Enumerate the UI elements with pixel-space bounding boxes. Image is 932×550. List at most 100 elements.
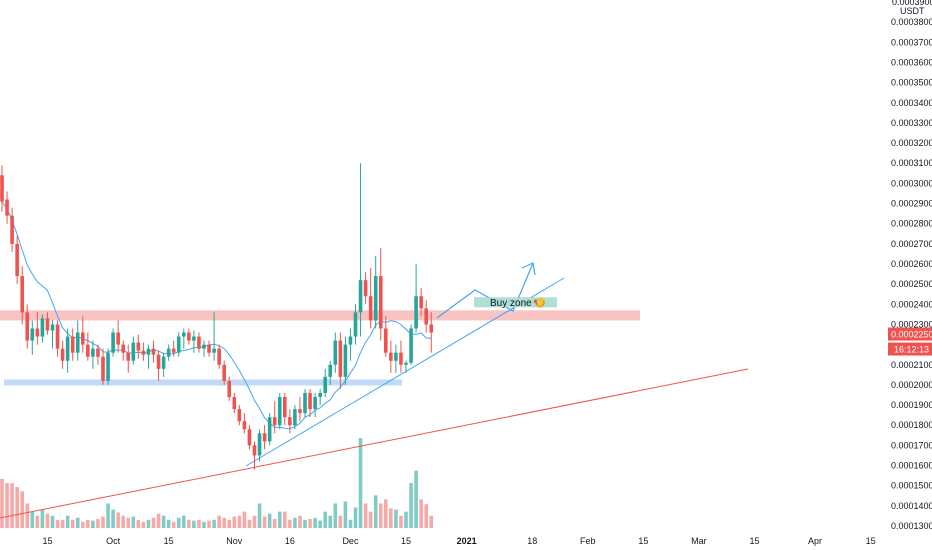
volume-bar bbox=[318, 520, 322, 528]
y-tick-label: 0.0002600 bbox=[891, 259, 932, 269]
candle-body bbox=[101, 356, 105, 381]
volume-bar bbox=[30, 511, 35, 528]
candle-body bbox=[257, 433, 262, 456]
x-tick-label: 16 bbox=[285, 536, 295, 546]
volume-bar bbox=[237, 515, 242, 528]
candle bbox=[50, 320, 55, 349]
volume-bar bbox=[308, 519, 312, 528]
candle-body bbox=[247, 429, 252, 446]
volume-bar bbox=[303, 519, 307, 528]
volume-bar bbox=[60, 519, 65, 528]
candle bbox=[212, 312, 216, 361]
projection-arrowhead-icon bbox=[521, 262, 536, 276]
candle-body bbox=[232, 397, 237, 410]
volume-bar bbox=[161, 515, 166, 528]
y-tick-label: 0.0003500 bbox=[891, 78, 932, 88]
countdown-badge-bg bbox=[888, 342, 932, 356]
y-tick-label: 0.0001300 bbox=[891, 521, 932, 531]
candle bbox=[25, 304, 30, 349]
candle bbox=[323, 368, 327, 398]
long-trendline[interactable] bbox=[0, 368, 749, 519]
candle bbox=[81, 316, 85, 353]
candle bbox=[197, 332, 201, 353]
volume-bar bbox=[202, 521, 206, 528]
candle-body bbox=[303, 392, 307, 414]
candle bbox=[267, 413, 272, 446]
resistance-zone[interactable] bbox=[0, 310, 640, 321]
candle bbox=[45, 312, 50, 335]
candle-body bbox=[50, 324, 55, 331]
candle bbox=[0, 165, 4, 212]
candle bbox=[202, 340, 206, 357]
volume-bar bbox=[298, 515, 302, 528]
candle bbox=[156, 350, 161, 381]
candle bbox=[272, 401, 277, 434]
candle-body bbox=[313, 397, 317, 410]
candle bbox=[338, 332, 343, 389]
candle-body bbox=[192, 336, 196, 341]
candle bbox=[192, 330, 196, 353]
candle bbox=[247, 425, 252, 450]
volume-bar bbox=[126, 517, 131, 528]
volume-bar bbox=[267, 513, 272, 528]
candle-body bbox=[65, 336, 70, 361]
volume-bar bbox=[10, 483, 14, 528]
volume-bar bbox=[323, 511, 327, 528]
volume-bar bbox=[293, 517, 297, 528]
candle bbox=[60, 340, 65, 369]
candle bbox=[75, 320, 80, 361]
x-tick-label: Nov bbox=[226, 536, 243, 546]
candle-body bbox=[202, 344, 206, 349]
volume-bar bbox=[389, 508, 393, 528]
candle-body bbox=[30, 328, 35, 341]
candle bbox=[126, 344, 131, 373]
candle bbox=[363, 272, 368, 305]
volume-bar bbox=[384, 499, 388, 528]
volume-bar bbox=[176, 517, 181, 528]
y-tick-label: 0.0003100 bbox=[891, 158, 932, 168]
candle-body bbox=[333, 340, 338, 365]
volume-bar bbox=[91, 520, 95, 528]
volume-bar bbox=[252, 515, 257, 528]
candle-body bbox=[262, 433, 267, 442]
time-axis[interactable]: 15 Oct 15 Nov 16 Dec 15 2021 18 Feb 15 Mar 15 Apr 15 bbox=[42, 536, 875, 546]
candle bbox=[161, 352, 166, 377]
volume-bar bbox=[404, 511, 408, 528]
volume-bar bbox=[424, 504, 428, 528]
volume-bar bbox=[272, 519, 277, 528]
candle-body bbox=[86, 344, 90, 357]
candle-body bbox=[151, 348, 156, 355]
x-tick-label: 15 bbox=[401, 536, 411, 546]
y-tick-label: 0.0003700 bbox=[891, 37, 932, 47]
candle-body bbox=[363, 280, 368, 297]
candle bbox=[166, 344, 171, 361]
candle bbox=[343, 336, 348, 385]
candle-body bbox=[25, 312, 30, 341]
volume-bar bbox=[333, 503, 338, 528]
volume-bar bbox=[378, 503, 383, 528]
candle-body bbox=[343, 344, 348, 377]
y-tick-label: 0.0003400 bbox=[891, 98, 932, 108]
volume-bar bbox=[232, 516, 237, 528]
candle-body bbox=[197, 336, 201, 349]
candle bbox=[222, 360, 226, 385]
candle-body bbox=[60, 348, 65, 361]
volume-bar bbox=[222, 517, 226, 528]
volume-bar bbox=[45, 513, 50, 528]
support-zone[interactable] bbox=[4, 379, 402, 386]
y-tick-label: 0.0001700 bbox=[891, 440, 932, 450]
buy-zone-annotation[interactable]: Buy zone 🍤 bbox=[474, 297, 557, 309]
y-tick-label: 0.0003600 bbox=[891, 57, 932, 67]
buy-zone-rect[interactable] bbox=[474, 297, 557, 308]
volume-bar bbox=[192, 520, 196, 528]
volume-bar bbox=[288, 519, 292, 528]
volume-bar bbox=[328, 515, 333, 528]
candle bbox=[262, 425, 267, 450]
candle-body bbox=[55, 324, 60, 349]
candle-body bbox=[146, 348, 151, 355]
candle bbox=[252, 441, 257, 470]
candle bbox=[207, 340, 211, 357]
y-tick-label: 0.0001600 bbox=[891, 461, 932, 471]
